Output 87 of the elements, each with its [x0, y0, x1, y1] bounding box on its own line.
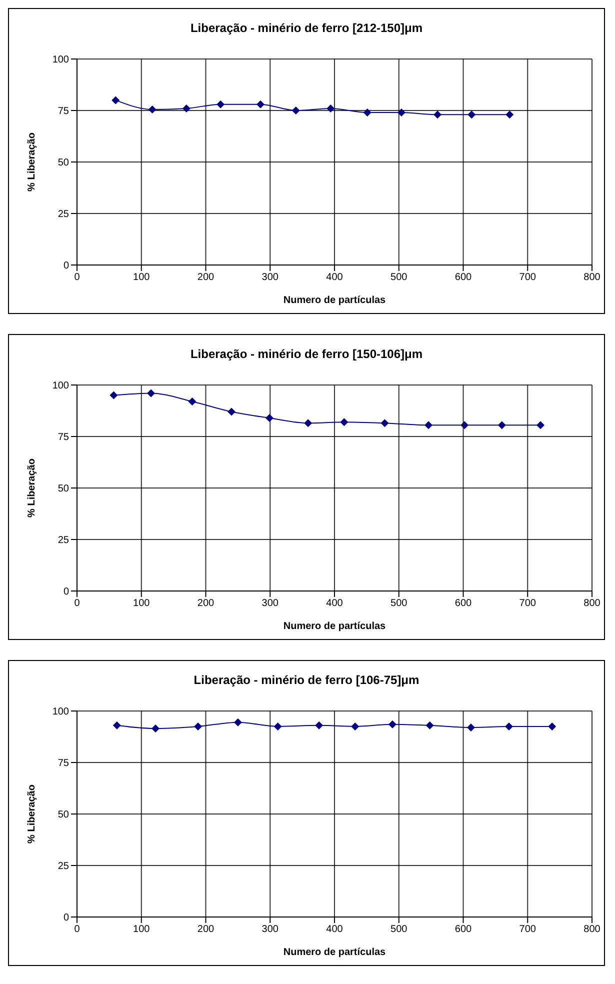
x-tick-label: 300 [262, 924, 279, 936]
x-tick-label: 100 [133, 272, 150, 284]
x-tick-label: 800 [584, 272, 601, 284]
point [466, 723, 475, 732]
x-tick-label: 200 [197, 924, 215, 936]
y-tick-label: 50 [58, 484, 70, 495]
y-tick-label: 75 [58, 106, 70, 118]
y-tick-label: 75 [58, 758, 70, 770]
x-tick-label: 700 [519, 924, 536, 936]
point [152, 724, 160, 733]
y-tick-label: 0 [63, 260, 70, 272]
point [182, 104, 190, 112]
point [256, 100, 264, 108]
point [148, 105, 156, 114]
chart-title: Liberação - minério de ferro [150-106]μm [189, 347, 424, 363]
point [147, 389, 156, 398]
x-tick-label: 0 [74, 598, 80, 610]
x-tick-label: 600 [454, 272, 472, 284]
y-tick-label: 50 [58, 810, 70, 821]
point [292, 106, 300, 114]
point [397, 108, 406, 117]
point [304, 419, 312, 428]
x-axis-title: Numero de partículas [283, 295, 386, 306]
x-tick-label: 200 [197, 598, 215, 610]
y-tick-label: 75 [58, 432, 70, 444]
point [363, 108, 372, 117]
point [380, 419, 389, 428]
point [504, 722, 513, 730]
y-axis-title: % Liberação [26, 458, 38, 518]
point [315, 721, 324, 730]
point [468, 110, 476, 119]
point [228, 408, 236, 416]
x-tick-label: 300 [262, 598, 279, 610]
x-tick-label: 500 [390, 272, 408, 284]
chart-title: Liberação - minério de ferro [106-75]μm [192, 673, 420, 689]
point [274, 722, 282, 730]
x-tick-label: 600 [454, 598, 472, 610]
x-tick-label: 300 [262, 272, 279, 284]
x-tick-label: 0 [74, 924, 80, 936]
y-axis-title: % Liberação [26, 784, 38, 844]
y-axis-title: % Liberação [26, 132, 38, 192]
y-tick-label: 25 [58, 861, 70, 872]
x-tick-label: 800 [584, 598, 601, 610]
x-axis-title: Numero de partículas [283, 947, 386, 958]
point [548, 722, 556, 730]
x-tick-label: 400 [326, 272, 344, 284]
point [216, 100, 225, 108]
y-tick-label: 100 [52, 380, 70, 392]
point [326, 104, 335, 112]
point [506, 110, 514, 119]
point [434, 110, 442, 119]
point [460, 421, 469, 430]
x-tick-label: 800 [584, 924, 601, 936]
x-tick-label: 400 [326, 924, 344, 936]
x-axis-title: Numero de partículas [283, 621, 386, 632]
point [112, 721, 121, 730]
x-tick-label: 100 [133, 598, 150, 610]
point [536, 421, 544, 430]
point [426, 721, 434, 730]
x-tick-label: 0 [74, 272, 80, 284]
y-tick-label: 0 [63, 912, 70, 924]
point [265, 414, 274, 422]
y-tick-label: 25 [58, 535, 70, 546]
point [351, 722, 360, 730]
x-tick-label: 700 [519, 598, 536, 610]
point [112, 96, 120, 104]
y-tick-label: 100 [52, 706, 70, 718]
point [234, 718, 242, 726]
x-tick-label: 100 [133, 924, 150, 936]
x-tick-label: 600 [454, 924, 472, 936]
point [498, 421, 506, 430]
point [110, 391, 118, 400]
x-tick-label: 500 [390, 598, 408, 610]
y-tick-label: 50 [58, 158, 70, 169]
x-tick-label: 500 [390, 924, 408, 936]
point [424, 421, 432, 430]
y-tick-label: 0 [63, 586, 70, 598]
point [194, 722, 202, 730]
x-tick-label: 200 [197, 272, 215, 284]
point [388, 720, 396, 728]
x-tick-label: 400 [326, 598, 344, 610]
chart-title: Liberação - minério de ferro [212-150]μm [189, 21, 424, 37]
y-tick-label: 25 [58, 209, 70, 220]
x-tick-label: 700 [519, 272, 536, 284]
point [340, 418, 348, 426]
y-tick-label: 100 [52, 54, 70, 66]
point [188, 397, 196, 406]
